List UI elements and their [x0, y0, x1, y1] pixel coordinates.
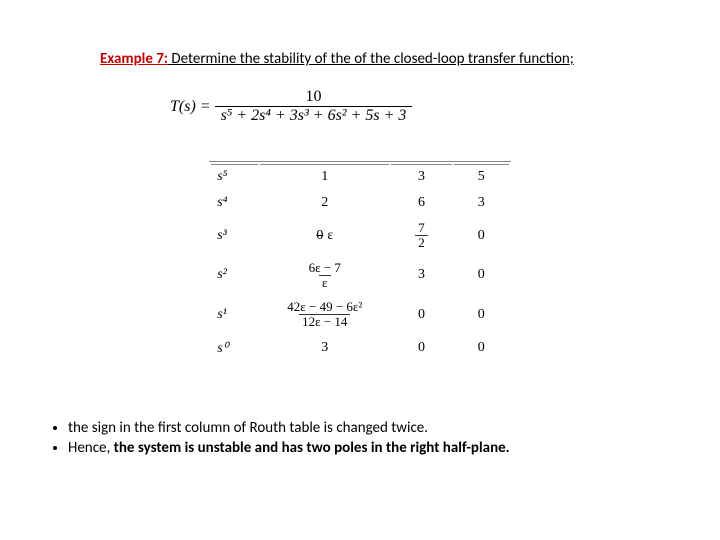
example-title: Example 7: Determine the stability of th…: [100, 50, 680, 68]
equation-denominator: s⁵ + 2s⁴ + 3s³ + 6s² + 5s + 3: [215, 106, 413, 125]
cell: 3: [260, 336, 389, 361]
cell: 3: [391, 257, 452, 295]
cell: 42ε − 49 − 6ε² 12ε − 14: [260, 296, 389, 334]
fraction-cell: 42ε − 49 − 6ε² 12ε − 14: [284, 300, 365, 330]
power-cell: s³: [211, 217, 258, 255]
list-item: the sign in the first column of Routh ta…: [68, 419, 680, 437]
bullet-prefix: Hence,: [68, 439, 114, 457]
slide-content: Example 7: Determine the stability of th…: [0, 0, 720, 512]
title-rest: Determine the stability of the of the cl…: [168, 50, 574, 68]
cell: 0ε: [260, 217, 389, 255]
list-item: Hence, the system is unstable and has tw…: [68, 439, 680, 457]
power-cell: s⁰: [211, 336, 258, 361]
conclusion-bullets: the sign in the first column of Routh ta…: [40, 419, 680, 457]
struck-zero: 0: [316, 228, 323, 243]
power-cell: s⁵: [211, 164, 258, 189]
equation-fraction: 10 s⁵ + 2s⁴ + 3s³ + 6s² + 5s + 3: [215, 88, 413, 125]
cell: 0: [454, 336, 509, 361]
table-row: s⁴ 2 6 3: [211, 191, 509, 215]
table-row: s¹ 42ε − 49 − 6ε² 12ε − 14 0 0: [211, 296, 509, 334]
power-cell: s¹: [211, 296, 258, 334]
cell: 0: [454, 257, 509, 295]
cell: 3: [454, 191, 509, 215]
cell: 0: [454, 296, 509, 334]
cell: 0: [391, 336, 452, 361]
bullet-text: the sign in the first column of Routh ta…: [68, 419, 428, 437]
power-cell: s⁴: [211, 191, 258, 215]
fraction-cell: 6ε − 7 ε: [306, 261, 344, 291]
cell: 6ε − 7 ε: [260, 257, 389, 295]
epsilon: ε: [327, 228, 333, 243]
equation-numerator: 10: [300, 88, 328, 106]
example-label: Example 7:: [100, 50, 168, 68]
routh-table: s⁵ 1 3 5 s⁴ 2 6 3 s³ 0ε 7 2 0 s²: [209, 161, 511, 363]
cell: 7 2: [391, 217, 452, 255]
fraction-cell: 7 2: [415, 221, 428, 251]
cell: 1: [260, 164, 389, 189]
table-row: s³ 0ε 7 2 0: [211, 217, 509, 255]
table-row: s⁰ 3 0 0: [211, 336, 509, 361]
cell: 5: [454, 164, 509, 189]
cell: 6: [391, 191, 452, 215]
cell: 3: [391, 164, 452, 189]
transfer-function-equation: T(s) = 10 s⁵ + 2s⁴ + 3s³ + 6s² + 5s + 3: [170, 88, 680, 125]
equation-lhs: T(s) =: [170, 98, 211, 116]
cell: 2: [260, 191, 389, 215]
cell: 0: [391, 296, 452, 334]
bullet-bold: the system is unstable and has two poles…: [114, 439, 510, 457]
power-cell: s²: [211, 257, 258, 295]
table-row: s⁵ 1 3 5: [211, 164, 509, 189]
cell: 0: [454, 217, 509, 255]
table-row: s² 6ε − 7 ε 3 0: [211, 257, 509, 295]
